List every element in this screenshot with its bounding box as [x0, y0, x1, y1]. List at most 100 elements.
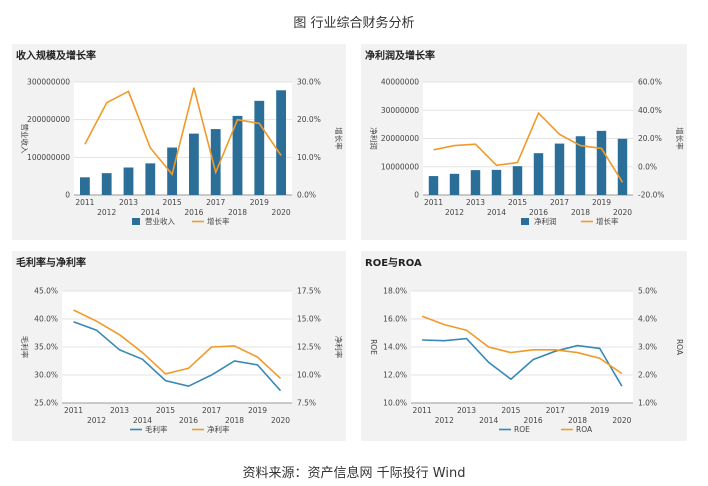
- revenue-growth-chart: 0 100000000 200000000 300000000 0.0% 10.0% 20.…: [20, 78, 344, 227]
- y2-tick-label: 7.5%: [297, 399, 316, 408]
- x-tick-label: 2011: [75, 198, 94, 207]
- y2-axis-label: ROA: [675, 339, 684, 356]
- y-tick-label: 30000000: [381, 106, 419, 115]
- x-tick-label: 2013: [457, 406, 476, 415]
- x-tick-label: 2013: [119, 198, 138, 207]
- bar: [449, 173, 460, 195]
- bar: [276, 90, 287, 195]
- bar: [101, 173, 112, 195]
- bar: [123, 167, 134, 195]
- y-axis-label: ROE: [369, 339, 378, 355]
- y2-tick-label: 17.5%: [297, 287, 321, 296]
- x-tick-label: 2011: [424, 198, 443, 207]
- x-tick-label: 2015: [156, 406, 175, 415]
- y-tick-label: 12.0%: [383, 371, 407, 380]
- legend-label: 增长率: [596, 216, 619, 226]
- legend-label: ROA: [576, 425, 593, 434]
- x-tick-label: 2018: [568, 416, 587, 425]
- x-tick-label: 2018: [228, 208, 247, 217]
- y2-axis-label: 净利率: [334, 336, 344, 359]
- chart-title: 毛利率与净利率: [16, 258, 86, 269]
- x-tick-label: 2011: [413, 406, 432, 415]
- bar: [254, 100, 265, 195]
- y-axis-label: 营业收入: [20, 124, 30, 154]
- x-tick-label: 2012: [87, 416, 106, 425]
- series-line: [421, 315, 623, 375]
- y-tick-label: 14.0%: [383, 343, 407, 352]
- legend-label: 增长率: [207, 216, 230, 226]
- bar: [79, 177, 90, 195]
- y-axis-label: 毛利率: [20, 336, 30, 359]
- y2-tick-label: 2.0%: [638, 371, 657, 380]
- y-tick-label: 40000000: [381, 78, 419, 87]
- y-tick-label: 18.0%: [383, 287, 407, 296]
- y2-tick-label: 12.5%: [297, 343, 321, 352]
- x-tick-label: 2012: [435, 416, 454, 425]
- margin-chart-panel: 毛利率与净利率 25.0% 30.0% 35.0% 40.0% 45.0% 7.5% 10.…: [12, 251, 346, 441]
- bar: [554, 143, 565, 195]
- y-tick-label: 35.0%: [34, 343, 58, 352]
- x-tick-label: 2011: [64, 406, 83, 415]
- x-tick-label: 2016: [184, 208, 203, 217]
- x-tick-label: 2018: [225, 416, 244, 425]
- x-tick-label: 2020: [271, 416, 290, 425]
- y-tick-label: 10000000: [381, 162, 419, 171]
- x-tick-label: 2015: [501, 406, 520, 415]
- y-tick-label: 40.0%: [34, 315, 58, 324]
- x-tick-label: 2013: [466, 198, 485, 207]
- legend-label: 净利润: [534, 216, 557, 226]
- net-profit-growth-chart-panel: 净利润及增长率 0 10000000 20000000 30000000 4000000…: [361, 44, 687, 240]
- revenue-growth-chart-panel: 收入规模及增长率 0 100000000 200000000 300000000 0.0…: [12, 44, 346, 240]
- legend-label: 毛利率: [145, 424, 168, 434]
- y-tick-label: 300000000: [27, 78, 70, 87]
- legend-label: ROE: [514, 425, 530, 434]
- bar: [232, 115, 243, 195]
- bar: [575, 136, 586, 195]
- x-tick-label: 2016: [529, 208, 548, 217]
- x-tick-label: 2020: [612, 416, 631, 425]
- bar: [533, 153, 544, 195]
- chart-title: ROE与ROA: [365, 258, 422, 269]
- y-tick-label: 45.0%: [34, 287, 58, 296]
- margin-chart: 25.0% 30.0% 35.0% 40.0% 45.0% 7.5% 10.0% 12.5% 1…: [20, 287, 344, 435]
- y2-tick-label: 60.0%: [638, 78, 662, 87]
- y2-tick-label: 0.0%: [297, 191, 316, 200]
- x-tick-label: 2019: [248, 406, 267, 415]
- chart-title: 净利润及增长率: [365, 51, 435, 62]
- x-tick-label: 2019: [250, 198, 269, 207]
- y-tick-label: 0: [414, 191, 419, 200]
- bar: [491, 169, 502, 195]
- x-tick-label: 2015: [508, 198, 527, 207]
- y2-tick-label: 0.0%: [638, 162, 657, 171]
- x-tick-label: 2017: [550, 198, 569, 207]
- y-tick-label: 10.0%: [383, 399, 407, 408]
- bar: [470, 170, 481, 195]
- y-tick-label: 16.0%: [383, 315, 407, 324]
- x-tick-label: 2019: [590, 406, 609, 415]
- roe-roa-chart: 10.0% 12.0% 14.0% 16.0% 18.0% 1.0% 2.0% 3.0% 4.0…: [369, 287, 684, 435]
- chart-title: 收入规模及增长率: [16, 51, 96, 62]
- y-tick-label: 100000000: [27, 153, 70, 162]
- y2-tick-label: 20.0%: [638, 134, 662, 143]
- bar: [145, 163, 156, 195]
- roe-roa-chart-panel: ROE与ROA 10.0% 12.0% 14.0% 16.0% 18.0% 1.0% 2.0…: [361, 251, 687, 441]
- y-axis-label: 净利润: [369, 127, 379, 150]
- x-tick-label: 2014: [141, 208, 160, 217]
- x-tick-label: 2012: [445, 208, 464, 217]
- legend-swatch: [521, 218, 529, 225]
- x-tick-label: 2020: [272, 208, 291, 217]
- x-tick-label: 2014: [479, 416, 498, 425]
- bar: [428, 176, 439, 195]
- x-tick-label: 2013: [110, 406, 129, 415]
- y2-tick-label: 30.0%: [297, 78, 321, 87]
- y-tick-label: 200000000: [27, 115, 70, 124]
- x-tick-label: 2014: [133, 416, 152, 425]
- y2-tick-label: 10.0%: [297, 153, 321, 162]
- y2-tick-label: 40.0%: [638, 106, 662, 115]
- x-tick-label: 2015: [163, 198, 182, 207]
- legend-label: 净利率: [207, 424, 230, 434]
- x-tick-label: 2017: [202, 406, 221, 415]
- x-tick-label: 2016: [179, 416, 198, 425]
- y-tick-label: 0: [65, 191, 70, 200]
- x-tick-label: 2018: [571, 208, 590, 217]
